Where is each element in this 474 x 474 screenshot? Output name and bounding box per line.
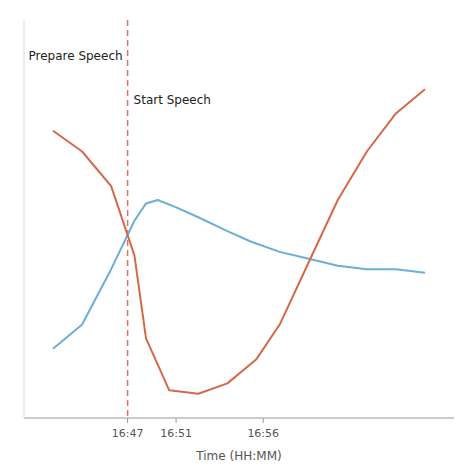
x-axis-label: Time (HH:MM) <box>195 449 281 463</box>
annotation: Start Speech <box>134 93 211 107</box>
event-line <box>127 20 129 418</box>
chart: 16:47 16:51 16:56 Time (HH:MM) Prepare Speec… <box>0 0 474 474</box>
series-line <box>53 200 425 349</box>
x-tick <box>263 418 264 423</box>
series-line <box>53 89 425 394</box>
x-axis-line <box>24 418 454 419</box>
y-axis-line <box>24 20 25 418</box>
x-tick <box>176 418 177 423</box>
plot-area <box>53 20 425 418</box>
x-tick-label: 16:56 <box>247 427 279 440</box>
annotation: Prepare Speech <box>28 49 122 63</box>
x-tick-label: 16:47 <box>112 427 144 440</box>
x-tick-label: 16:51 <box>160 427 192 440</box>
x-tick <box>127 418 128 423</box>
